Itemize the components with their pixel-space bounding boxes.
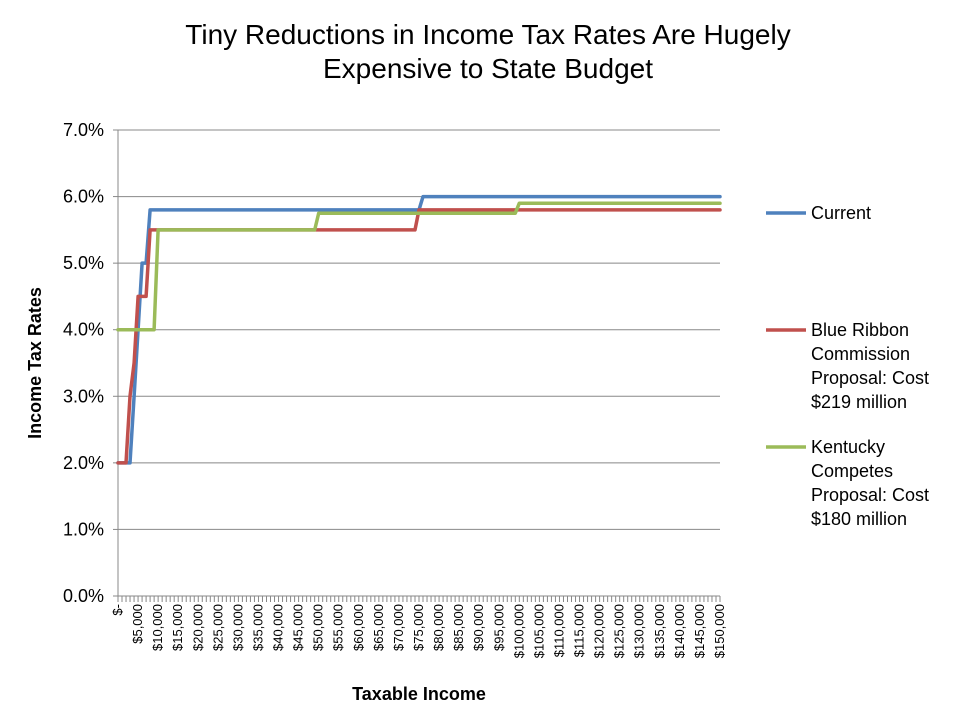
x-tick-label: $65,000 xyxy=(371,604,386,651)
x-tick-label: $30,000 xyxy=(230,604,245,651)
x-tick-label: $- xyxy=(110,604,125,616)
legend-label-2: Blue Ribbon xyxy=(811,320,909,340)
x-tick-label: $135,000 xyxy=(652,604,667,658)
x-tick-label: $10,000 xyxy=(150,604,165,651)
y-axis-label: Income Tax Rates xyxy=(25,287,45,439)
chart-title: Tiny Reductions in Income Tax Rates Are … xyxy=(0,18,976,86)
x-tick-label: $95,000 xyxy=(491,604,506,651)
x-tick-label: $85,000 xyxy=(451,604,466,651)
legend-label-3: $180 million xyxy=(811,509,907,529)
legend-label-3: Competes xyxy=(811,461,893,481)
x-tick-label: $125,000 xyxy=(612,604,627,658)
legend-label-3: Proposal: Cost xyxy=(811,485,929,505)
x-tick-label: $75,000 xyxy=(411,604,426,651)
x-tick-label: $90,000 xyxy=(471,604,486,651)
legend-label-2: $219 million xyxy=(811,392,907,412)
x-tick-label: $60,000 xyxy=(351,604,366,651)
x-axis-ticks: $- $5,000 $10,000 $15,000 $20,000 $25,000 $30,… xyxy=(110,596,727,658)
y-tick-label: 2.0% xyxy=(63,453,104,473)
legend-label-2: Commission xyxy=(811,344,910,364)
x-tick-label: $5,000 xyxy=(130,604,145,644)
series-lines xyxy=(116,194,722,465)
series-line-3 xyxy=(116,201,722,332)
x-tick-label: $100,000 xyxy=(511,604,526,658)
x-axis-label: Taxable Income xyxy=(352,684,486,704)
series-line-1 xyxy=(116,194,722,465)
x-tick-label: $130,000 xyxy=(632,604,647,658)
x-tick-label: $35,000 xyxy=(250,604,265,651)
x-tick-label: $115,000 xyxy=(572,604,587,657)
y-tick-label: 6.0% xyxy=(63,187,104,207)
x-tick-label: $105,000 xyxy=(531,604,546,658)
x-tick-label: $80,000 xyxy=(431,604,446,651)
legend-label-2: Proposal: Cost xyxy=(811,368,929,388)
legend-label-1: Current xyxy=(811,203,871,223)
y-tick-label: 4.0% xyxy=(63,320,104,340)
x-tick-label: $70,000 xyxy=(391,604,406,651)
x-tick-label: $145,000 xyxy=(692,604,707,658)
legend: Current Blue Ribbon Commission Proposal: Co… xyxy=(766,203,929,529)
y-tick-label: 0.0% xyxy=(63,586,104,606)
chart-title-line-2: Expensive to State Budget xyxy=(323,53,653,84)
gridlines xyxy=(118,129,720,530)
y-tick-label: 3.0% xyxy=(63,386,104,406)
y-tick-label: 5.0% xyxy=(63,253,104,273)
x-tick-label: $15,000 xyxy=(170,604,185,651)
x-tick-label: $55,000 xyxy=(331,604,346,651)
x-tick-label: $110,000 xyxy=(551,604,566,657)
y-tick-label: 7.0% xyxy=(63,120,104,140)
legend-label-3: Kentucky xyxy=(811,437,885,457)
axes xyxy=(117,130,720,597)
x-tick-label: $45,000 xyxy=(291,604,306,651)
y-tick-label: 1.0% xyxy=(63,519,104,539)
x-tick-label: $50,000 xyxy=(311,604,326,651)
x-tick-label: $40,000 xyxy=(271,604,286,651)
x-tick-label: $20,000 xyxy=(190,604,205,651)
chart-title-line-1: Tiny Reductions in Income Tax Rates Are … xyxy=(185,19,791,50)
x-tick-label: $25,000 xyxy=(210,604,225,651)
x-tick-label: $150,000 xyxy=(712,604,727,658)
x-tick-label: $120,000 xyxy=(592,604,607,658)
x-tick-label: $140,000 xyxy=(672,604,687,658)
y-axis-ticks: 0.0% 1.0% 2.0% 3.0% 4.0% 5.0% 6.0% 7.0% xyxy=(63,120,118,606)
series-line-2 xyxy=(116,208,722,465)
